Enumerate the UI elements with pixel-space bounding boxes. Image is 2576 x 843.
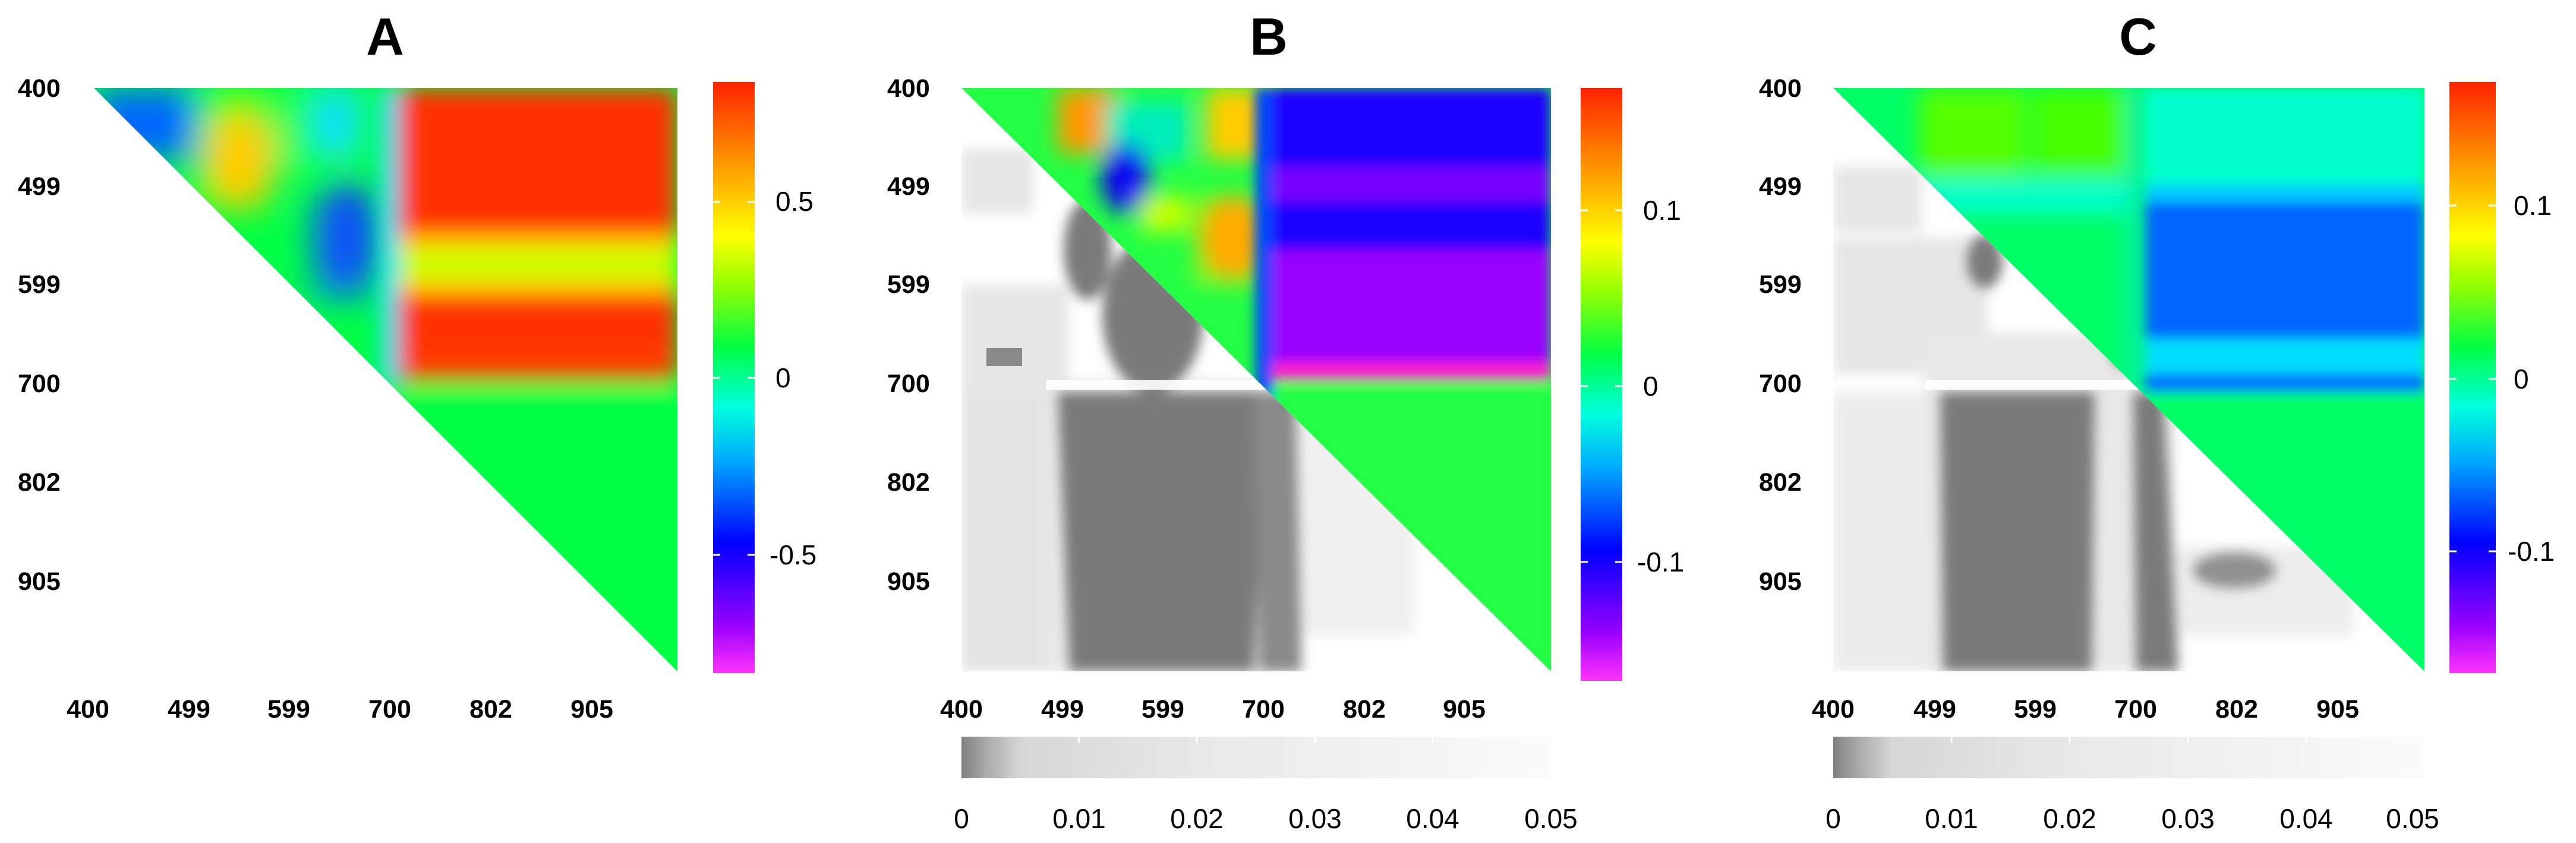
x-tick: 905 xyxy=(2316,695,2359,724)
pvalue-colorbar: 0 0.01 0.02 0.03 0.04 0.05 xyxy=(1825,737,2439,834)
x-tick: 802 xyxy=(1343,695,1386,724)
y-tick: 905 xyxy=(1759,567,1802,596)
x-tick: 700 xyxy=(1242,695,1285,724)
pvalue-tick: 0.02 xyxy=(1170,803,1224,834)
y-tick: 802 xyxy=(18,468,61,497)
y-tick: 499 xyxy=(887,172,930,201)
pvalue-tick: 0.04 xyxy=(1406,803,1459,834)
x-tick: 802 xyxy=(2215,695,2258,724)
y-tick: 400 xyxy=(18,74,61,103)
pvalue-tick: 0.01 xyxy=(1052,803,1106,834)
x-tick: 700 xyxy=(2114,695,2157,724)
x-tick: 905 xyxy=(1443,695,1486,724)
pvalue-tick: 0.03 xyxy=(2161,803,2215,834)
panel-title: C xyxy=(2119,7,2157,66)
y-tick: 499 xyxy=(18,172,61,201)
y-tick: 905 xyxy=(887,567,930,596)
colorbar-tick: 0 xyxy=(775,362,791,393)
colorbar-tick: 0.1 xyxy=(2514,190,2552,221)
x-tick: 905 xyxy=(570,695,613,724)
x-tick: 499 xyxy=(1041,695,1084,724)
pvalue-tick: 0.05 xyxy=(2386,803,2439,834)
colorbar-tick: 0 xyxy=(2514,364,2529,394)
pvalue-tick: 0.04 xyxy=(2279,803,2333,834)
panel-b: B xyxy=(887,7,1684,834)
heatmap-upper-triangle xyxy=(94,88,677,671)
panel-title: B xyxy=(1250,7,1288,66)
y-tick: 599 xyxy=(18,270,61,299)
colorbar-tick: 0 xyxy=(1643,371,1659,402)
colorbar-tick: -0.1 xyxy=(1637,547,1684,577)
pvalue-tick: 0.03 xyxy=(1288,803,1342,834)
y-tick: 599 xyxy=(1759,270,1802,299)
panel-a: A 400 xyxy=(18,7,816,724)
pvalue-tick: 0.01 xyxy=(1925,803,1978,834)
x-tick: 499 xyxy=(168,695,210,724)
y-tick: 700 xyxy=(887,370,930,398)
colorbar: 0.1 0 -0.1 xyxy=(1581,88,1684,681)
colorbar-tick: 0.1 xyxy=(1643,195,1681,226)
colorbar: 0.1 0 -0.1 xyxy=(2449,82,2555,673)
y-tick: 700 xyxy=(18,370,61,398)
y-tick: 700 xyxy=(1759,370,1802,398)
x-tick: 400 xyxy=(1812,695,1855,724)
y-tick: 400 xyxy=(887,74,930,103)
pvalue-colorbar: 0 0.01 0.02 0.03 0.04 0.05 xyxy=(954,737,1578,834)
y-tick: 599 xyxy=(887,270,930,299)
x-tick: 802 xyxy=(469,695,512,724)
x-tick: 400 xyxy=(940,695,983,724)
pvalue-tick: 0 xyxy=(1825,803,1841,834)
colorbar: 0.5 0 -0.5 xyxy=(713,82,816,673)
x-tick: 599 xyxy=(267,695,310,724)
colorbar-tick: -0.5 xyxy=(770,539,816,570)
pvalue-tick: 0.05 xyxy=(1524,803,1578,834)
pvalue-tick: 0.02 xyxy=(2043,803,2096,834)
x-tick: 700 xyxy=(368,695,411,724)
pvalue-tick: 0 xyxy=(954,803,969,834)
x-tick: 599 xyxy=(1142,695,1184,724)
y-tick: 802 xyxy=(887,468,930,497)
x-tick: 599 xyxy=(2014,695,2057,724)
panel-title: A xyxy=(366,7,404,66)
y-tick: 905 xyxy=(18,567,61,596)
x-tick: 499 xyxy=(1913,695,1956,724)
colorbar-tick: -0.1 xyxy=(2508,536,2555,567)
x-tick: 400 xyxy=(67,695,109,724)
y-tick: 400 xyxy=(1759,74,1802,103)
y-tick: 802 xyxy=(1759,468,1802,497)
panel-c: C xyxy=(1759,7,2555,834)
colorbar-tick: 0.5 xyxy=(775,186,814,217)
y-tick: 499 xyxy=(1759,172,1802,201)
